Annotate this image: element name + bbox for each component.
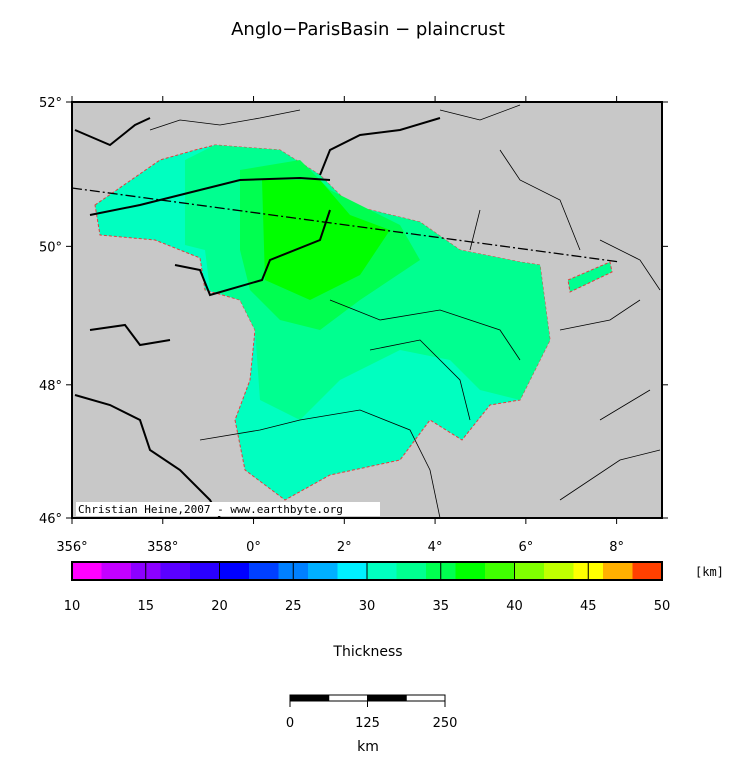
colorbar-segment: [367, 562, 397, 580]
region: [262, 180, 390, 300]
colorbar-tick-label: 15: [137, 599, 154, 614]
region: [567, 261, 613, 293]
colorbar-tick-label: 10: [64, 599, 81, 614]
lon-tick-label: 358°: [147, 540, 178, 555]
colorbar-tick-label: 20: [211, 599, 228, 614]
colorbar-tick-label: 40: [506, 599, 523, 614]
colorbar-segment: [308, 562, 338, 580]
border: [149, 104, 661, 519]
colorbar-tick-label: 50: [654, 599, 671, 614]
lon-tick-label: 0°: [246, 540, 261, 555]
colorbar-segment: [160, 562, 191, 580]
profile-line: [71, 187, 621, 263]
lon-tick-label: 8°: [609, 540, 624, 555]
colorbar-segment: [455, 562, 486, 580]
scale-segment: [289, 694, 330, 702]
title: Anglo−ParisBasin − plaincrust: [231, 19, 505, 40]
scale-tick-label: 250: [433, 716, 458, 731]
lon-tick-label: 6°: [518, 540, 533, 555]
credit: Christian Heine,2007 - www.earthbyte.org: [78, 503, 343, 516]
colorbar-segment: [249, 562, 279, 580]
colorbar-label: Thickness: [332, 644, 402, 660]
scale-unit: km: [357, 739, 379, 755]
colorbar-segment: [190, 562, 220, 580]
colorbar-segment: [337, 562, 368, 580]
scale-segment: [367, 694, 407, 702]
colorbar-segment: [603, 562, 633, 580]
colorbar-segment: [72, 562, 102, 580]
colorbar-tick-label: 35: [432, 599, 449, 614]
map-area: Christian Heine,2007 - www.earthbyte.org: [71, 101, 663, 519]
colorbar-tick-label: 30: [359, 599, 376, 614]
colorbar-segment: [544, 562, 574, 580]
colorbar-segment: [632, 562, 663, 580]
credit-box: [76, 502, 380, 516]
lat-tick-label: 46°: [39, 512, 62, 527]
colorbar-unit: [km]: [695, 565, 724, 579]
lat-tick-label: 50°: [39, 240, 62, 255]
colorbar-segment: [514, 562, 545, 580]
lon-tick-label: 4°: [428, 540, 443, 555]
colorbar-tick-label: 45: [580, 599, 597, 614]
colorbar-segment: [485, 562, 515, 580]
scale-tick-label: 0: [286, 716, 294, 731]
colorbar-segment: [396, 562, 427, 580]
lat-tick-label: 52°: [39, 96, 62, 111]
lon-tick-label: 2°: [337, 540, 352, 555]
colorbar-segment: [219, 562, 250, 580]
scale-segment: [405, 694, 446, 702]
colorbar-segment: [101, 562, 132, 580]
coastline: [74, 117, 441, 519]
map-frame: [71, 101, 663, 519]
scale-segment: [328, 694, 368, 702]
lat-tick-label: 48°: [39, 379, 62, 394]
lon-tick-label: 356°: [56, 540, 87, 555]
scale-tick-label: 125: [355, 716, 380, 731]
colorbar-tick-label: 25: [285, 599, 302, 614]
